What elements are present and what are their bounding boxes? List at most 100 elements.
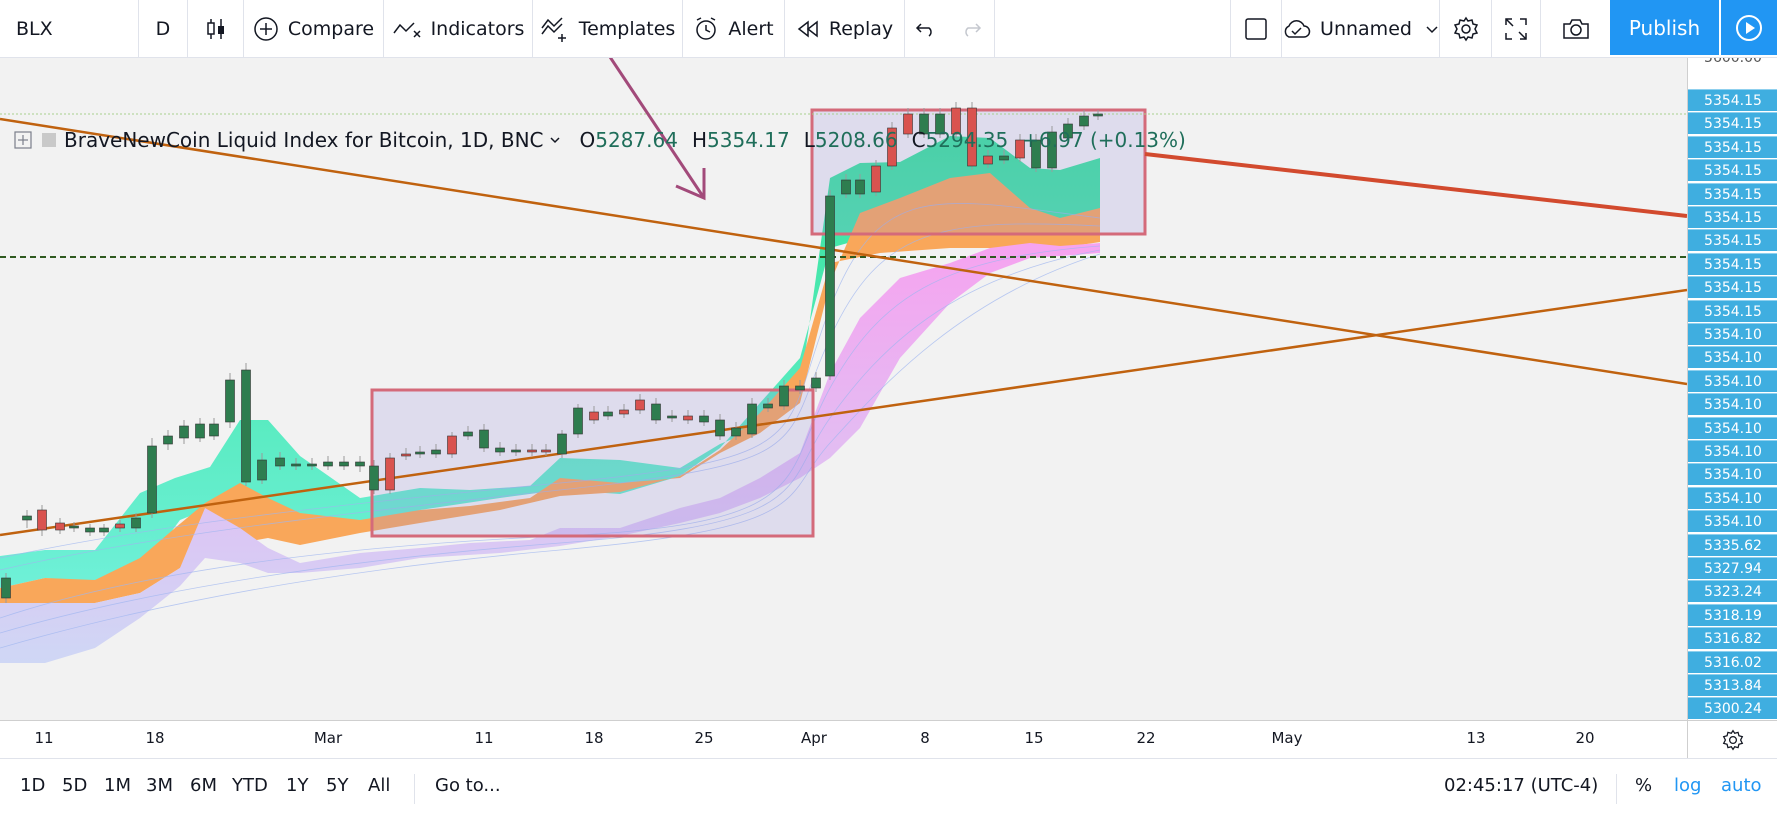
expand-legend-icon[interactable] — [14, 131, 32, 149]
templates-button[interactable]: Templates — [533, 0, 683, 58]
range-button[interactable]: 5D — [62, 775, 88, 796]
range-button[interactable]: 1D — [20, 775, 46, 796]
range-button[interactable]: YTD — [232, 775, 268, 796]
cloud-icon — [1284, 20, 1311, 38]
candle-body — [747, 403, 757, 435]
candle-body — [55, 522, 65, 531]
candle-body — [275, 457, 285, 467]
interval-button[interactable]: D — [139, 0, 188, 58]
chevron-down-icon[interactable] — [548, 133, 562, 147]
candle-body — [763, 403, 773, 409]
price-axis-label: 5323.24 — [1688, 580, 1777, 603]
candle-body — [1031, 139, 1041, 169]
time-axis-tick: 25 — [694, 729, 714, 747]
candle-body — [225, 379, 235, 423]
bottom-toolbar: Go to... 02:45:17 (UTC-4) % log auto 1D 5… — [0, 758, 1777, 821]
fullscreen-button[interactable] — [1492, 0, 1541, 58]
time-axis-tick: May — [1271, 729, 1303, 747]
chart-pane[interactable]: BraveNewCoin Liquid Index for Bitcoin, 1… — [0, 58, 1687, 720]
settings-button[interactable] — [1440, 0, 1492, 58]
fullscreen-layout-button[interactable] — [1230, 0, 1282, 58]
time-axis-tick: 11 — [34, 729, 54, 747]
candle-body — [651, 403, 661, 421]
candle-body — [209, 423, 219, 437]
legend-title[interactable]: BraveNewCoin Liquid Index for Bitcoin, 1… — [64, 128, 544, 152]
price-axis-label: 5316.82 — [1688, 627, 1777, 650]
top-range-box[interactable] — [810, 108, 1147, 236]
candle-body — [355, 461, 365, 467]
candles-icon — [206, 19, 224, 39]
redo-icon — [964, 23, 981, 37]
chart-type-button[interactable] — [188, 0, 244, 58]
candle-body — [291, 463, 301, 467]
candle-body — [935, 113, 945, 135]
price-axis-label: 5318.19 — [1688, 603, 1777, 626]
redo-button[interactable] — [947, 0, 995, 58]
templates-icon — [541, 17, 566, 42]
low-key: L — [803, 128, 815, 152]
price-axis[interactable]: 5600.00 5354.15 5354.15 5354.15 5354.15 5354… — [1687, 58, 1777, 720]
time-axis[interactable]: 11 18 Mar 11 18 25 Apr 8 15 22 May 13 20 — [0, 720, 1687, 758]
range-button[interactable]: 1M — [104, 775, 131, 796]
publish-video-button[interactable] — [1721, 0, 1777, 55]
candle-body — [903, 113, 913, 135]
range-button[interactable]: All — [368, 775, 391, 796]
indicators-icon — [392, 22, 421, 38]
candle-body — [195, 423, 205, 439]
indicators-label: Indicators — [430, 18, 525, 40]
divider — [1616, 774, 1617, 804]
layout-save-button[interactable]: Unnamed — [1282, 0, 1440, 58]
compare-button[interactable]: Compare — [244, 0, 384, 58]
candle-body — [431, 449, 441, 455]
time-axis-tick: 22 — [1136, 729, 1156, 747]
time-axis-tick: Mar — [313, 729, 343, 747]
publish-button[interactable]: Publish — [1610, 0, 1719, 55]
symbol-search[interactable]: BLX — [0, 0, 139, 58]
candle-body — [369, 465, 379, 491]
goto-button[interactable]: Go to... — [435, 775, 501, 796]
ascending-trendline[interactable] — [0, 288, 1687, 537]
price-axis-top-label: 5600.00 — [1704, 58, 1762, 66]
price-axis-label: 5300.24 — [1688, 697, 1777, 720]
range-button[interactable]: 6M — [190, 775, 217, 796]
candle-body — [415, 451, 425, 455]
alert-button[interactable]: Alert — [683, 0, 785, 58]
candle-body — [447, 435, 457, 455]
indicators-button[interactable]: Indicators — [384, 0, 533, 58]
low-value: 5208.66 — [814, 128, 898, 152]
candle-body — [795, 385, 805, 391]
price-chart[interactable] — [0, 58, 1687, 720]
price-axis-label: 5354.10 — [1688, 369, 1777, 392]
range-button[interactable]: 5Y — [326, 775, 349, 796]
candle-body — [967, 107, 977, 167]
candle-body — [541, 449, 551, 453]
auto-toggle[interactable]: auto — [1721, 775, 1762, 796]
candle-body — [115, 523, 125, 529]
undo-button[interactable] — [905, 0, 947, 58]
percent-toggle[interactable]: % — [1635, 775, 1653, 796]
clock-timezone[interactable]: 02:45:17 (UTC-4) — [1444, 775, 1599, 796]
arrow-annotation[interactable] — [608, 58, 706, 201]
plus-circle-icon — [254, 17, 278, 41]
candle-body — [479, 429, 489, 449]
resistance-trendline[interactable] — [1144, 152, 1687, 218]
candle-body — [715, 419, 725, 437]
candle-body — [257, 459, 267, 481]
candle-body — [99, 527, 109, 533]
rewind-icon — [797, 20, 818, 38]
alarm-clock-icon — [696, 17, 717, 40]
templates-label: Templates — [578, 18, 676, 40]
candle-body — [85, 527, 95, 533]
candle-body — [683, 415, 693, 421]
candle-body — [619, 409, 629, 415]
descending-trendline[interactable] — [0, 117, 1687, 386]
candle-body — [131, 517, 141, 529]
open-key: O — [579, 128, 596, 152]
replay-button[interactable]: Replay — [785, 0, 905, 58]
range-button[interactable]: 3M — [146, 775, 173, 796]
axis-settings-button[interactable] — [1687, 720, 1777, 758]
price-axis-label: 5354.15 — [1688, 229, 1777, 252]
log-toggle[interactable]: log — [1674, 775, 1702, 796]
snapshot-button[interactable] — [1541, 0, 1610, 58]
range-button[interactable]: 1Y — [286, 775, 309, 796]
